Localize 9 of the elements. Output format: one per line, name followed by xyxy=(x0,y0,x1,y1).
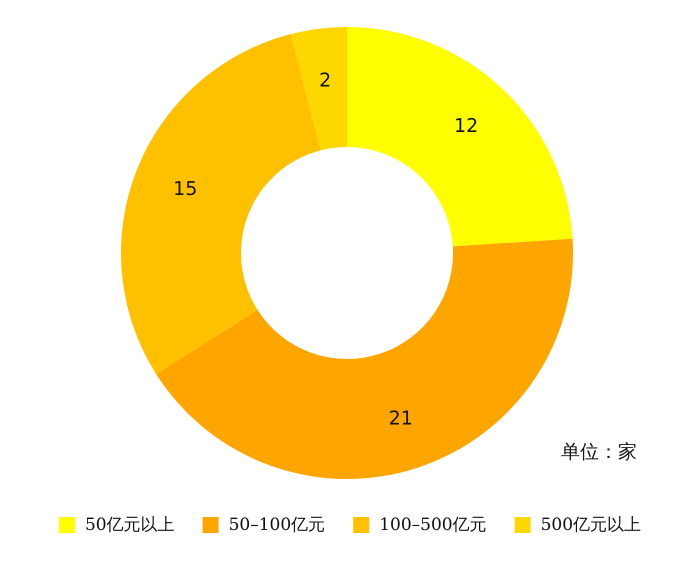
legend-label: 100–500亿元 xyxy=(379,515,487,535)
text: 单位：家 xyxy=(561,441,637,463)
data-label: 21 xyxy=(388,407,413,430)
data-label: 12 xyxy=(454,115,478,138)
legend-label: 500亿元以上 xyxy=(540,515,642,535)
legend-label: 50亿元以上 xyxy=(84,515,175,535)
data-label: 15 xyxy=(173,178,198,200)
legend-label: 50–100亿元 xyxy=(228,515,326,535)
data-label: 2 xyxy=(319,69,332,92)
